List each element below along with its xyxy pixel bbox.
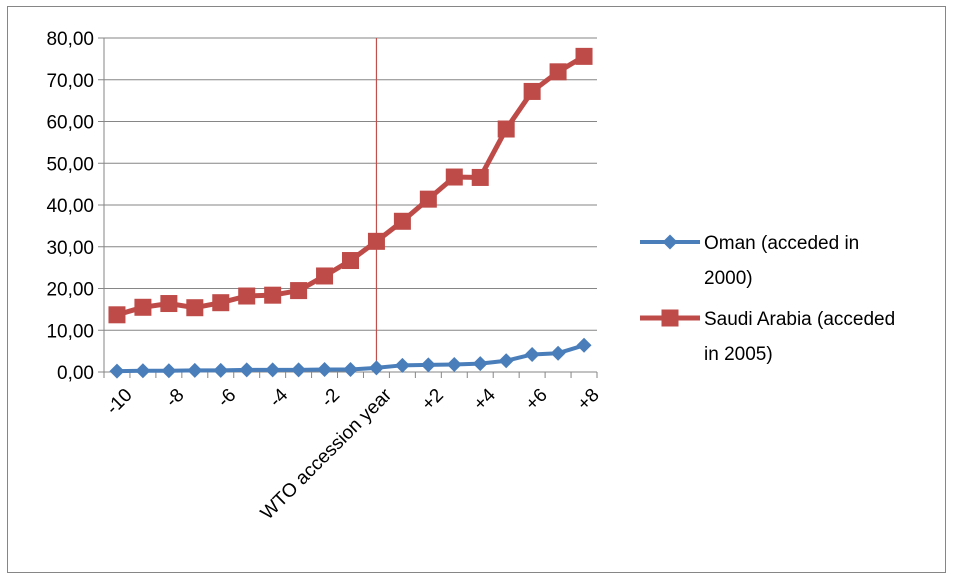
data-point (265, 362, 281, 378)
data-point (394, 357, 410, 373)
data-point (291, 362, 307, 378)
y-tick-label: 80,00 (46, 29, 94, 50)
data-point (238, 287, 256, 305)
x-tick-label: -8 (162, 385, 189, 412)
series-line (116, 54, 586, 318)
y-tick-label: 50,00 (46, 154, 94, 175)
data-point (109, 363, 125, 379)
x-tick-label: +6 (522, 385, 552, 415)
data-point (498, 353, 514, 369)
y-tick-label: 70,00 (46, 71, 94, 92)
data-point (187, 362, 203, 378)
data-point (419, 190, 437, 208)
data-point (420, 357, 436, 373)
data-point (135, 363, 151, 379)
data-point (342, 252, 359, 270)
data-point (264, 286, 282, 304)
data-point (368, 360, 384, 376)
data-point (213, 362, 229, 378)
x-tick-label: +2 (418, 385, 448, 415)
data-point (393, 212, 411, 230)
data-point (471, 168, 489, 186)
data-point (108, 306, 126, 324)
data-point (524, 346, 540, 362)
data-point (290, 282, 308, 300)
data-point (160, 295, 178, 313)
y-tick-label: 0,00 (57, 363, 94, 384)
data-point (343, 361, 358, 377)
x-tick-label: +8 (573, 385, 603, 415)
data-point (445, 168, 463, 186)
legend-label: 2000) (704, 268, 753, 289)
legend-label: in 2005) (704, 344, 773, 365)
y-tick-label: 40,00 (46, 196, 94, 217)
data-point (523, 82, 541, 100)
x-tick-label: -4 (265, 384, 292, 411)
data-point (239, 362, 255, 378)
data-point (497, 120, 515, 138)
legend-label: Oman (acceded in (704, 233, 859, 254)
data-point (212, 294, 230, 312)
y-tick-label: 10,00 (46, 321, 94, 342)
x-tick-label: -6 (214, 385, 241, 412)
data-point (576, 337, 592, 353)
x-tick-label: +4 (470, 384, 500, 414)
legend-label: Saudi Arabia (acceded (704, 309, 895, 330)
legend-marker (661, 309, 679, 327)
y-tick-label: 60,00 (46, 113, 94, 134)
data-point (575, 47, 593, 65)
data-point (316, 267, 334, 285)
data-point (134, 298, 152, 316)
chart-frame (7, 6, 946, 573)
x-tick-label: -2 (317, 385, 344, 412)
data-point (317, 361, 333, 377)
legend-marker (662, 234, 678, 250)
data-point (549, 63, 567, 81)
data-point (446, 356, 462, 372)
y-tick-label: 20,00 (46, 280, 94, 301)
x-tick-label: -10 (102, 385, 136, 419)
data-point (161, 363, 177, 379)
data-point (367, 232, 385, 250)
data-point (550, 345, 566, 361)
y-tick-label: 30,00 (46, 238, 94, 259)
data-point (472, 356, 488, 372)
data-point (186, 299, 204, 317)
